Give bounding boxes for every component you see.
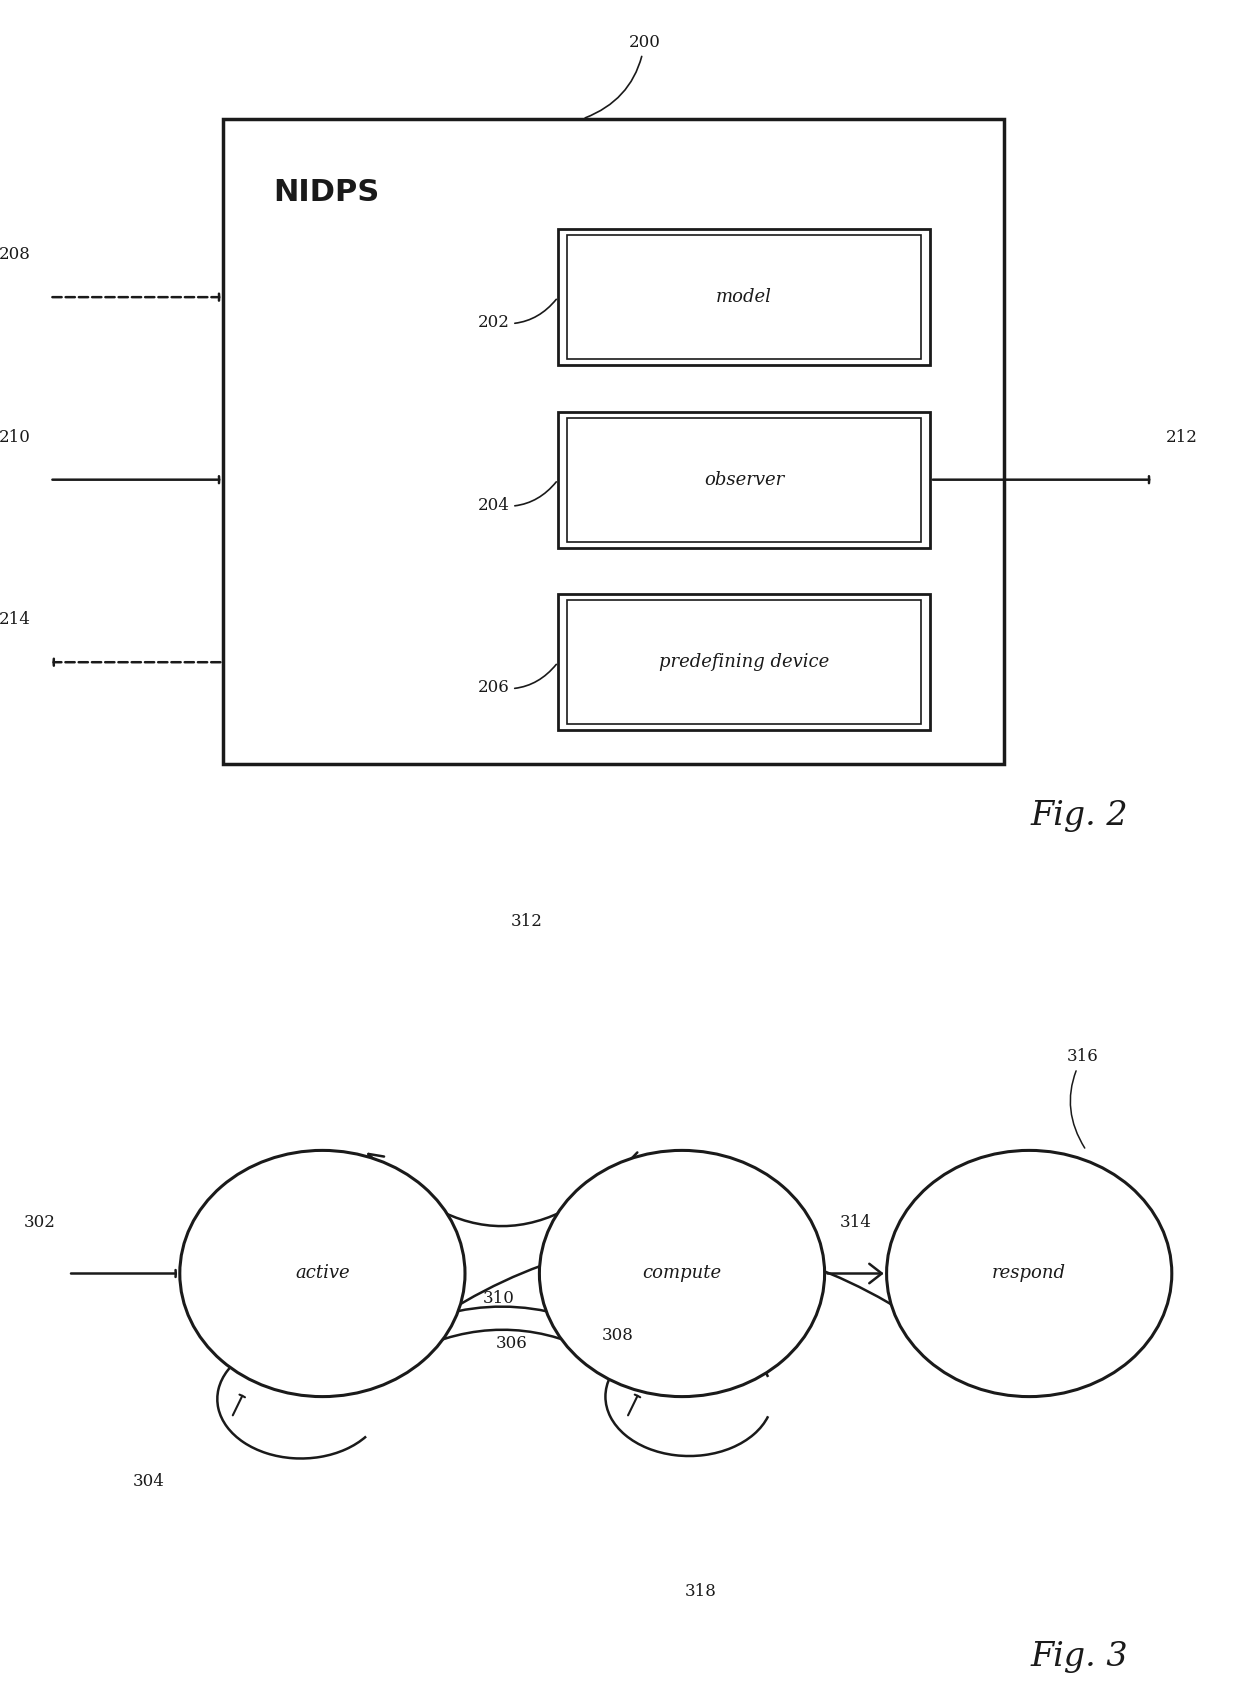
Text: 204: 204 — [477, 482, 557, 514]
Text: Fig. 2: Fig. 2 — [1030, 800, 1128, 832]
Text: compute: compute — [642, 1265, 722, 1282]
FancyArrowPatch shape — [368, 1241, 985, 1370]
Text: 302: 302 — [24, 1214, 56, 1231]
Text: NIDPS: NIDPS — [273, 178, 379, 207]
Text: 208: 208 — [0, 246, 31, 263]
Bar — [567, 236, 921, 360]
Text: 212: 212 — [1166, 428, 1198, 447]
Text: predefining device: predefining device — [658, 654, 830, 671]
Text: 314: 314 — [839, 1214, 872, 1231]
Bar — [567, 418, 921, 542]
Text: active: active — [295, 1265, 350, 1282]
Ellipse shape — [539, 1151, 825, 1396]
Ellipse shape — [180, 1151, 465, 1396]
Bar — [567, 601, 921, 723]
Text: 308: 308 — [601, 1326, 634, 1343]
Text: 310: 310 — [482, 1290, 515, 1307]
Bar — [558, 229, 930, 365]
FancyArrowPatch shape — [827, 1263, 882, 1284]
Text: observer: observer — [704, 470, 784, 489]
Bar — [558, 411, 930, 547]
Text: model: model — [715, 289, 773, 306]
Text: 202: 202 — [477, 299, 557, 331]
Text: respond: respond — [992, 1265, 1066, 1282]
Text: 200: 200 — [585, 34, 661, 117]
Bar — [558, 594, 930, 730]
Text: 214: 214 — [0, 611, 31, 628]
Text: 210: 210 — [0, 428, 31, 447]
Bar — [223, 119, 1004, 764]
Ellipse shape — [887, 1151, 1172, 1396]
Text: Fig. 3: Fig. 3 — [1030, 1640, 1128, 1673]
Text: 312: 312 — [511, 912, 543, 931]
FancyArrowPatch shape — [368, 1153, 637, 1226]
Text: 318: 318 — [684, 1583, 717, 1601]
Text: 206: 206 — [477, 664, 557, 696]
Text: 316: 316 — [1066, 1048, 1099, 1148]
Text: 304: 304 — [133, 1472, 165, 1491]
FancyArrowPatch shape — [410, 1330, 593, 1355]
Text: 306: 306 — [496, 1335, 528, 1352]
FancyArrowPatch shape — [383, 1306, 622, 1341]
